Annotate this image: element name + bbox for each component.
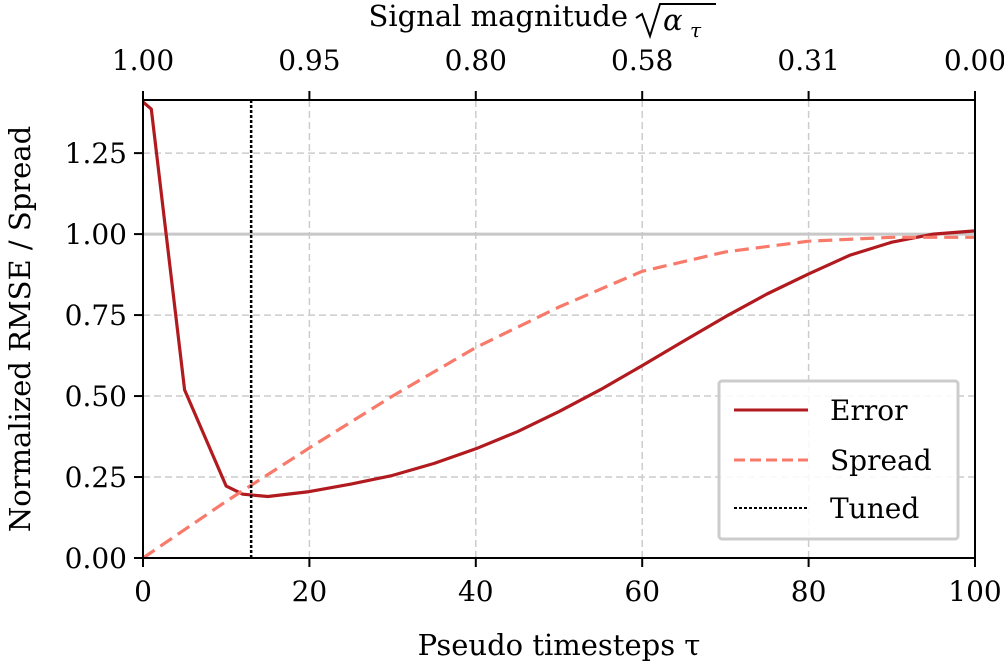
top-axis-label: Signal magnitude α τ	[368, 0, 716, 42]
top-axis-label-alpha: α	[663, 3, 683, 37]
top-axis-label-text: Signal magnitude	[368, 0, 628, 33]
spread-line	[142, 235, 975, 560]
legend-box	[717, 379, 960, 541]
sqrt-symbol	[635, 3, 716, 40]
y-tick-label: 0.75	[65, 299, 127, 332]
plot-frame	[142, 99, 976, 559]
y-tick-label: 0.50	[65, 380, 127, 413]
x-tick-label: 100	[948, 575, 1001, 608]
ticks: 0 20 40 60 80 100 1.00 0.95 0.80 0.58 0.31 0.00 0.00…	[65, 44, 1004, 608]
y-tick-label: 1.00	[65, 218, 127, 251]
legend-spread-label: Spread	[830, 444, 932, 477]
x-tick-label: 0	[134, 575, 152, 608]
top-x-tick-label: 0.58	[611, 44, 673, 77]
y-tick-label: 0.00	[65, 542, 127, 575]
top-x-tick-label: 1.00	[112, 44, 174, 77]
x-axis-label: Pseudo timesteps τ	[418, 628, 701, 662]
top-x-tick-label: 0.00	[944, 44, 1004, 77]
x-tick-label: 80	[791, 575, 827, 608]
y-tick-label: 1.25	[65, 137, 127, 170]
x-tick-label: 40	[458, 575, 494, 608]
legend-tuned-label: Tuned	[830, 492, 919, 525]
legend-error-label: Error	[830, 394, 908, 427]
y-axis-label: Normalized RMSE / Spread	[3, 126, 37, 532]
y-tick-label: 0.25	[65, 461, 127, 494]
top-axis-label-subscript: τ	[690, 18, 702, 42]
x-tick-label: 60	[624, 575, 660, 608]
series-layer	[141, 100, 976, 560]
legend: Error Spread Tuned	[717, 379, 960, 541]
top-x-tick-label: 0.80	[445, 44, 507, 77]
x-tick-label: 20	[292, 575, 328, 608]
top-x-tick-label: 0.31	[777, 44, 839, 77]
top-x-tick-label: 0.95	[278, 44, 340, 77]
error-line	[141, 100, 976, 499]
